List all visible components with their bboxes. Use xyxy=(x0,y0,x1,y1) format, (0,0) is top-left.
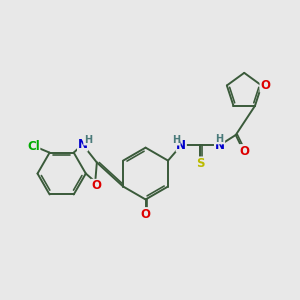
Text: O: O xyxy=(240,145,250,158)
Text: O: O xyxy=(141,208,151,221)
Text: H: H xyxy=(172,135,180,145)
Text: H: H xyxy=(215,134,223,144)
Text: N: N xyxy=(176,139,186,152)
Text: Cl: Cl xyxy=(27,140,40,153)
Text: O: O xyxy=(92,179,101,192)
Text: H: H xyxy=(84,135,92,145)
Text: S: S xyxy=(196,157,205,170)
Text: N: N xyxy=(78,138,88,151)
Text: N: N xyxy=(214,139,225,152)
Text: O: O xyxy=(260,79,270,92)
